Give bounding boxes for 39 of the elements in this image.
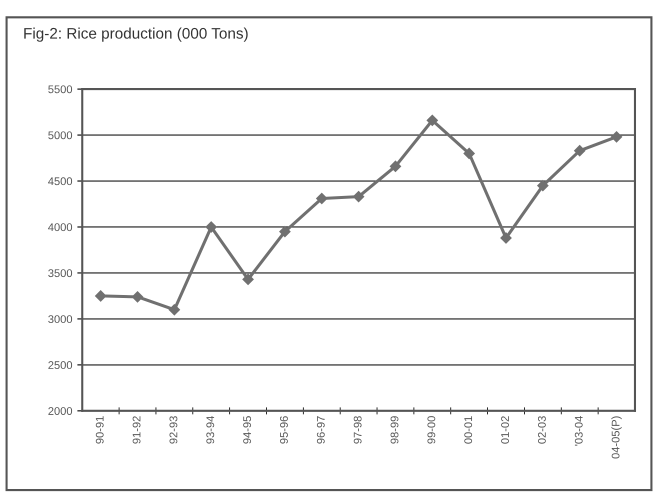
y-tick-label: 3500	[48, 269, 72, 278]
x-tick-label: 91-92	[132, 416, 141, 444]
point	[464, 148, 475, 160]
x-tick-label: 04-05(P)	[611, 416, 622, 459]
x-tick-label: 90-91	[96, 416, 104, 444]
point	[206, 221, 217, 233]
x-tick-label: 97-98	[354, 416, 362, 444]
y-tick-label: 3000	[48, 315, 72, 324]
point	[132, 291, 144, 302]
x-tick-label: 93-94	[206, 416, 214, 444]
point	[390, 160, 402, 172]
x-tick-label: 92-93	[169, 416, 178, 444]
y-tick-label: 2500	[48, 361, 72, 370]
y-tick-label: 2000	[48, 407, 72, 415]
point	[95, 290, 106, 302]
point	[316, 192, 328, 204]
point	[242, 274, 254, 285]
x-tick-label: 94-95	[243, 416, 252, 444]
y-tick-label: 5500	[48, 85, 72, 94]
point	[610, 131, 622, 143]
x-tick-label: '03-04	[574, 416, 583, 446]
x-tick-label: 00-01	[464, 416, 472, 444]
x-tick-label: 95-96	[280, 416, 288, 444]
y-tick-label: 4000	[48, 223, 72, 232]
point	[279, 226, 291, 238]
chart-title: Fig-2: Rice production (000 Tons)	[24, 28, 248, 42]
point	[168, 304, 180, 316]
x-tick-label: 96-97	[316, 416, 325, 444]
point	[426, 114, 438, 126]
point	[500, 232, 512, 244]
y-tick-label: 5000	[48, 131, 72, 140]
x-tick-label: 02-03	[538, 416, 546, 444]
x-tick-label: 01-02	[501, 416, 509, 444]
point	[537, 180, 548, 192]
x-tick-label: 99-00	[427, 416, 436, 444]
y-tick-label: 4500	[48, 177, 72, 186]
x-tick-label: 98-99	[390, 416, 398, 444]
point	[353, 191, 364, 202]
point	[574, 145, 586, 156]
